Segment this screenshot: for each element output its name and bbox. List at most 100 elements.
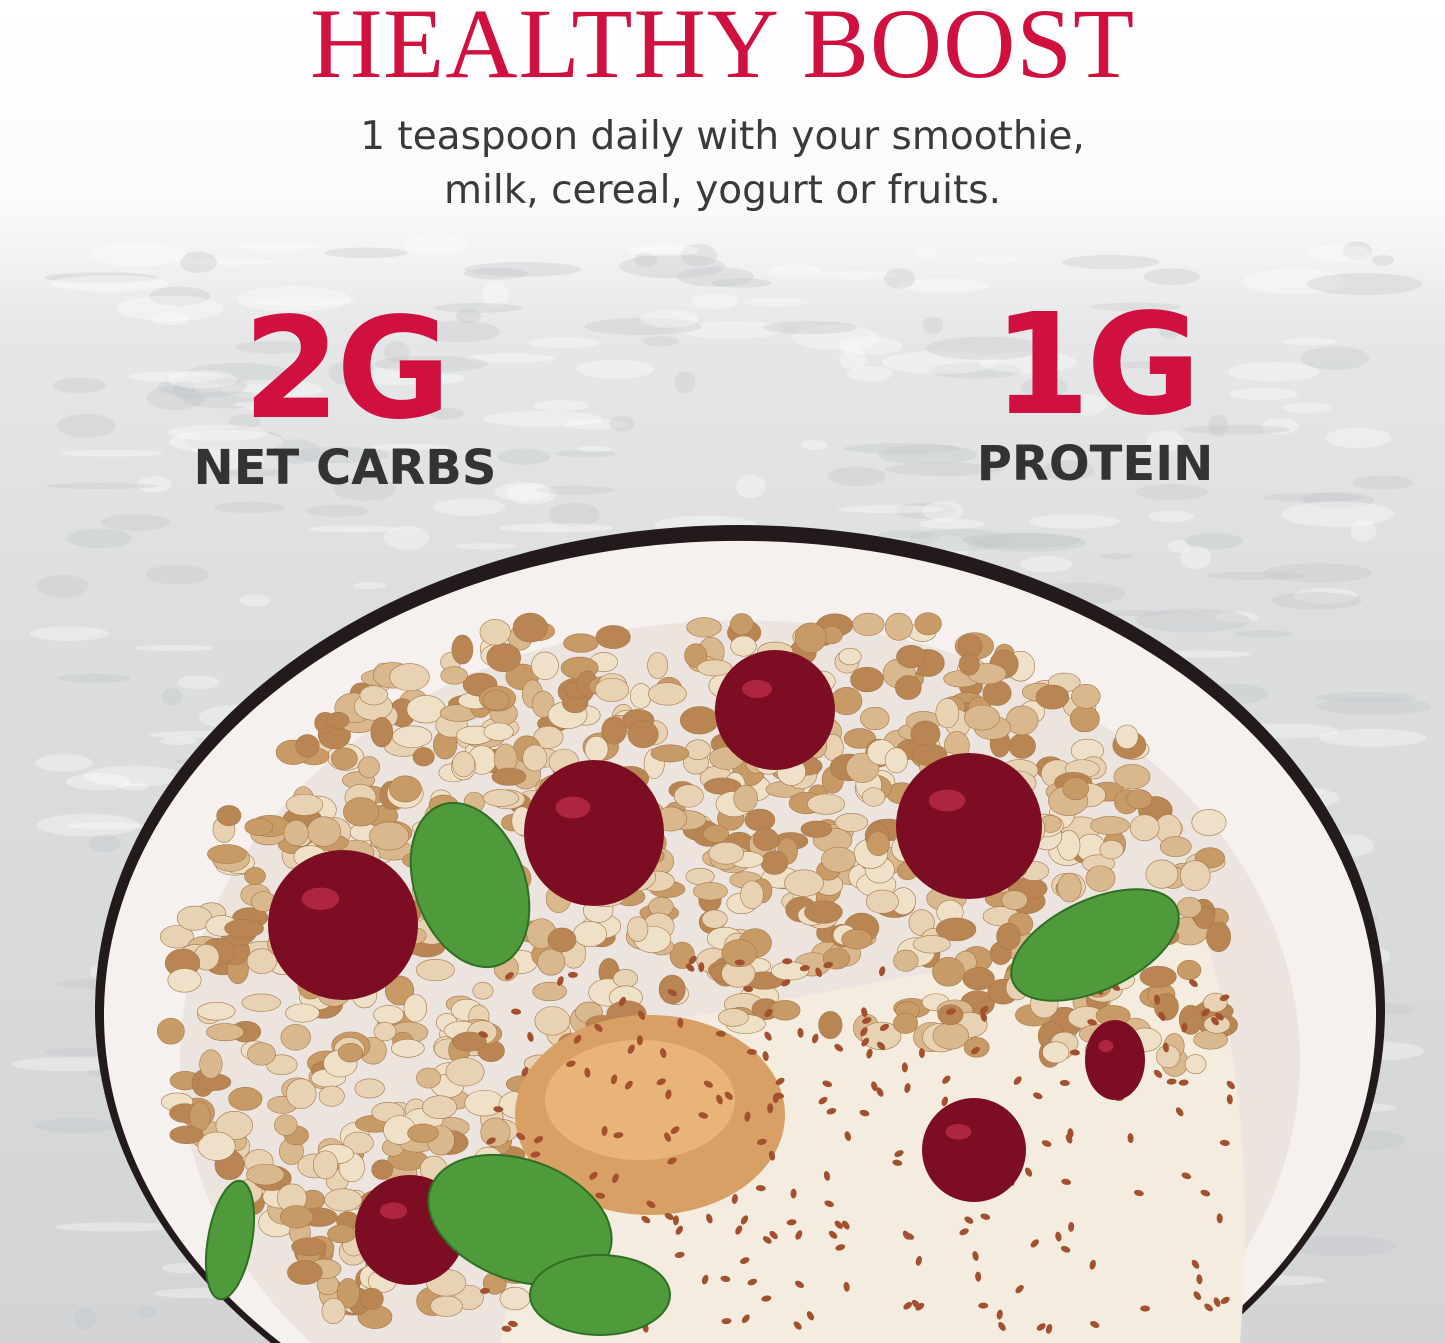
mint-leaf bbox=[529, 1254, 671, 1336]
flax-seed bbox=[1178, 1079, 1189, 1086]
texture-streak bbox=[179, 251, 217, 273]
texture-streak bbox=[383, 341, 410, 363]
flax-seed bbox=[866, 1048, 873, 1059]
cherry-highlight bbox=[742, 680, 772, 698]
texture-streak bbox=[159, 737, 199, 745]
granola-piece bbox=[1057, 872, 1082, 903]
granola-piece bbox=[392, 725, 433, 748]
stat-label: PROTEIN bbox=[976, 436, 1214, 492]
flax-seed bbox=[667, 1157, 677, 1165]
flax-seed bbox=[610, 1074, 618, 1085]
flax-seed bbox=[747, 1278, 758, 1286]
texture-streak bbox=[1290, 1235, 1397, 1257]
texture-streak bbox=[974, 255, 1020, 264]
flax-seed bbox=[786, 1219, 797, 1226]
texture-streak bbox=[346, 367, 445, 386]
texture-streak bbox=[1020, 376, 1069, 399]
texture-streak bbox=[533, 400, 590, 412]
texture-streak bbox=[1159, 326, 1180, 339]
granola-piece bbox=[512, 612, 548, 643]
flax-seed bbox=[627, 1044, 635, 1054]
granola-piece bbox=[491, 767, 527, 786]
granola-piece bbox=[403, 994, 428, 1023]
flax-seed bbox=[826, 1108, 837, 1115]
granola-piece bbox=[804, 900, 843, 924]
granola-piece bbox=[283, 819, 309, 846]
granola-piece bbox=[1126, 789, 1153, 810]
texture-streak bbox=[1208, 414, 1229, 437]
granola-piece bbox=[721, 939, 758, 968]
flax-seed bbox=[646, 1200, 656, 1209]
texture-streak bbox=[1315, 692, 1416, 703]
flax-seed bbox=[762, 1236, 772, 1244]
texture-streak bbox=[36, 574, 89, 598]
granola-piece bbox=[896, 645, 927, 669]
texture-streak bbox=[1293, 587, 1358, 604]
granola-piece bbox=[440, 666, 468, 685]
flax-seed bbox=[521, 1067, 529, 1077]
granola-piece bbox=[800, 820, 833, 838]
texture-streak bbox=[548, 502, 600, 527]
flax-seed bbox=[1153, 1069, 1163, 1078]
flax-seed bbox=[675, 1225, 684, 1235]
granola-piece bbox=[499, 1286, 531, 1311]
texture-streak bbox=[83, 765, 184, 787]
granola-piece bbox=[1145, 859, 1179, 889]
granola-piece bbox=[1129, 814, 1160, 842]
texture-streak bbox=[50, 275, 169, 292]
flax-seed bbox=[721, 1318, 732, 1325]
granola-piece bbox=[373, 1021, 397, 1042]
granola-piece bbox=[407, 1123, 439, 1143]
flax-seed bbox=[667, 989, 678, 997]
granola-piece bbox=[807, 793, 845, 815]
granola-piece bbox=[199, 1049, 223, 1079]
flax-seed bbox=[876, 1041, 886, 1050]
texture-streak bbox=[1068, 393, 1107, 416]
flax-seed bbox=[1013, 1076, 1022, 1085]
flax-seed bbox=[970, 1046, 980, 1055]
texture-streak bbox=[885, 462, 1004, 476]
flax-seed bbox=[755, 1185, 766, 1192]
granola-piece bbox=[326, 711, 350, 729]
peanut-butter-highlight bbox=[545, 1040, 735, 1160]
flax-seed bbox=[701, 1274, 709, 1285]
granola-piece bbox=[860, 706, 890, 731]
granola-piece bbox=[740, 880, 764, 910]
texture-streak bbox=[1134, 483, 1210, 501]
texture-streak bbox=[768, 264, 821, 278]
flax-seed bbox=[672, 1215, 680, 1226]
flax-seed bbox=[835, 1244, 846, 1251]
flax-seed bbox=[1153, 994, 1161, 1005]
flax-seed bbox=[589, 1171, 598, 1180]
texture-streak bbox=[221, 379, 324, 399]
granola-piece bbox=[321, 1297, 346, 1325]
granola-piece bbox=[830, 687, 863, 716]
cherry bbox=[268, 850, 418, 1000]
flax-seed bbox=[1162, 1042, 1169, 1053]
granola-piece bbox=[285, 1003, 320, 1023]
granola-piece bbox=[480, 1117, 511, 1147]
texture-streak bbox=[1302, 491, 1375, 509]
granola-piece bbox=[1090, 816, 1130, 835]
flax-seed bbox=[1216, 1213, 1223, 1224]
granola-piece bbox=[752, 827, 779, 852]
flax-seed bbox=[879, 1023, 889, 1032]
flax-seed bbox=[1140, 1305, 1151, 1312]
texture-streak bbox=[67, 528, 132, 549]
mint-leaf bbox=[1010, 888, 1180, 1002]
texture-streak bbox=[134, 644, 213, 652]
granola-piece bbox=[206, 1023, 245, 1042]
texture-streak bbox=[429, 407, 464, 420]
flax-seed bbox=[1201, 1008, 1210, 1017]
texture-streak bbox=[46, 483, 158, 490]
granola-piece bbox=[684, 643, 708, 668]
texture-streak bbox=[1180, 545, 1211, 570]
granola-piece bbox=[312, 1150, 339, 1180]
granola-piece bbox=[838, 647, 862, 666]
texture-streak bbox=[972, 533, 1086, 552]
granola-piece bbox=[472, 982, 494, 1000]
flax-seed bbox=[904, 1083, 911, 1093]
flax-seed bbox=[507, 1320, 518, 1328]
flax-seed bbox=[743, 985, 754, 993]
